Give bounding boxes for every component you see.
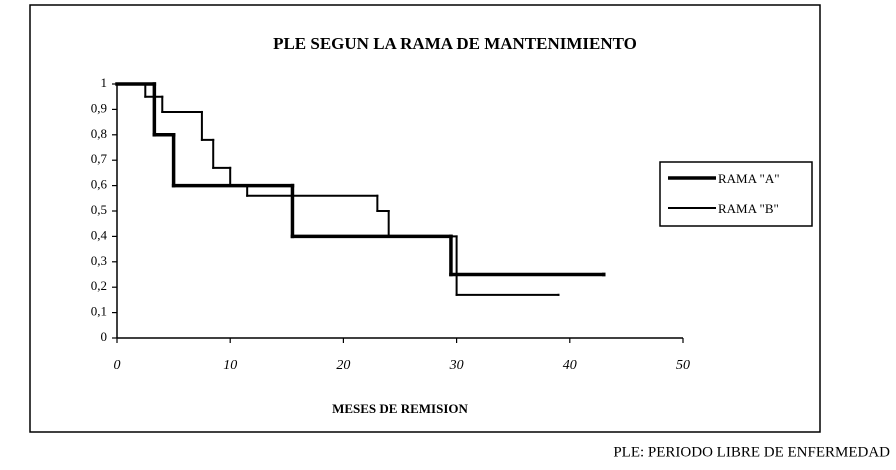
x-tick-label: 0 xyxy=(114,358,121,373)
legend-box xyxy=(659,161,813,227)
chart-border xyxy=(29,4,821,433)
legend-label: RAMA "B" xyxy=(718,201,779,216)
x-tick-label: 20 xyxy=(336,358,350,373)
y-tick-label: 0,9 xyxy=(91,100,107,115)
y-tick-label: 0,3 xyxy=(91,253,107,268)
y-tick-label: 0 xyxy=(101,329,108,344)
y-tick-label: 0,7 xyxy=(91,151,108,166)
y-tick-label: 0,2 xyxy=(91,278,107,293)
x-tick-label: 40 xyxy=(563,358,577,373)
x-tick-label: 50 xyxy=(676,358,690,373)
footnote: PLE: PERIODO LIBRE DE ENFERMEDAD xyxy=(613,444,890,460)
x-axis-label: MESES DE REMISION xyxy=(332,401,468,416)
y-tick-label: 1 xyxy=(101,75,108,90)
y-tick-label: 0,8 xyxy=(91,126,107,141)
y-tick-label: 0,4 xyxy=(91,227,108,242)
y-tick-label: 0,5 xyxy=(91,202,107,217)
chart-title: PLE SEGUN LA RAMA DE MANTENIMIENTO xyxy=(273,34,637,53)
y-tick-label: 0,1 xyxy=(91,304,107,319)
x-tick-label: 30 xyxy=(449,358,464,373)
y-tick-label: 0,6 xyxy=(91,177,108,192)
legend-label: RAMA "A" xyxy=(718,171,780,186)
x-tick-label: 10 xyxy=(223,358,237,373)
